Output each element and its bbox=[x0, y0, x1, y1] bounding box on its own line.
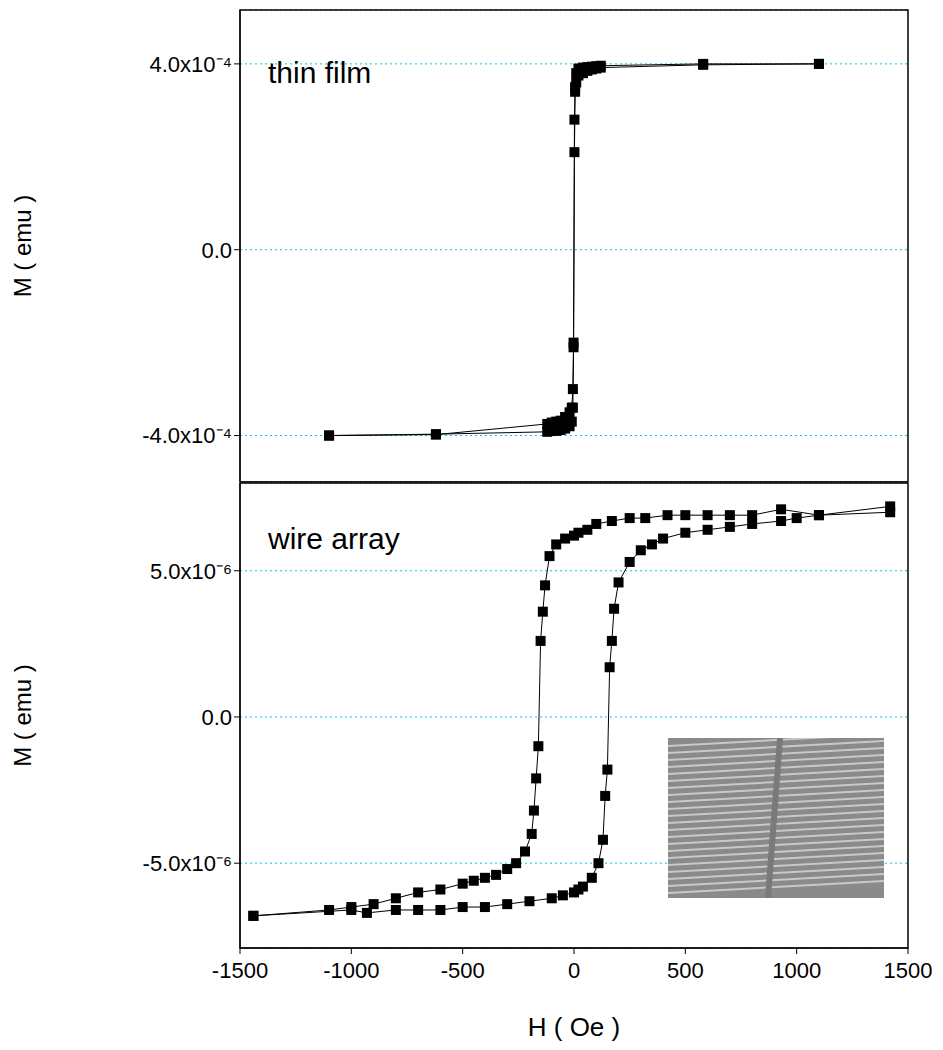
svg-text:-5.0x10⁻⁶: -5.0x10⁻⁶ bbox=[143, 851, 232, 876]
svg-text:-500: -500 bbox=[441, 958, 485, 983]
svg-text:5.0x10⁻⁶: 5.0x10⁻⁶ bbox=[150, 559, 232, 584]
svg-text:-1000: -1000 bbox=[323, 958, 379, 983]
svg-text:M ( emu ): M ( emu ) bbox=[9, 664, 36, 767]
svg-text:1000: 1000 bbox=[772, 958, 821, 983]
html-text:wire array: wire array bbox=[268, 522, 400, 555]
svg-text:4.0x10⁻⁴: 4.0x10⁻⁴ bbox=[149, 52, 232, 77]
svg-text:0.0: 0.0 bbox=[201, 705, 232, 730]
svg-text:-1500: -1500 bbox=[212, 958, 268, 983]
svg-text:H ( Oe ): H ( Oe ) bbox=[528, 1012, 620, 1042]
svg-text:-4.0x10⁻⁴: -4.0x10⁻⁴ bbox=[142, 423, 232, 448]
svg-text:0: 0 bbox=[568, 958, 580, 983]
html-text:thin film: thin film bbox=[268, 56, 372, 89]
svg-text:1500: 1500 bbox=[884, 958, 933, 983]
svg-text:M ( emu ): M ( emu ) bbox=[9, 195, 36, 298]
svg-text:0.0: 0.0 bbox=[201, 238, 232, 263]
svg-text:500: 500 bbox=[667, 958, 704, 983]
